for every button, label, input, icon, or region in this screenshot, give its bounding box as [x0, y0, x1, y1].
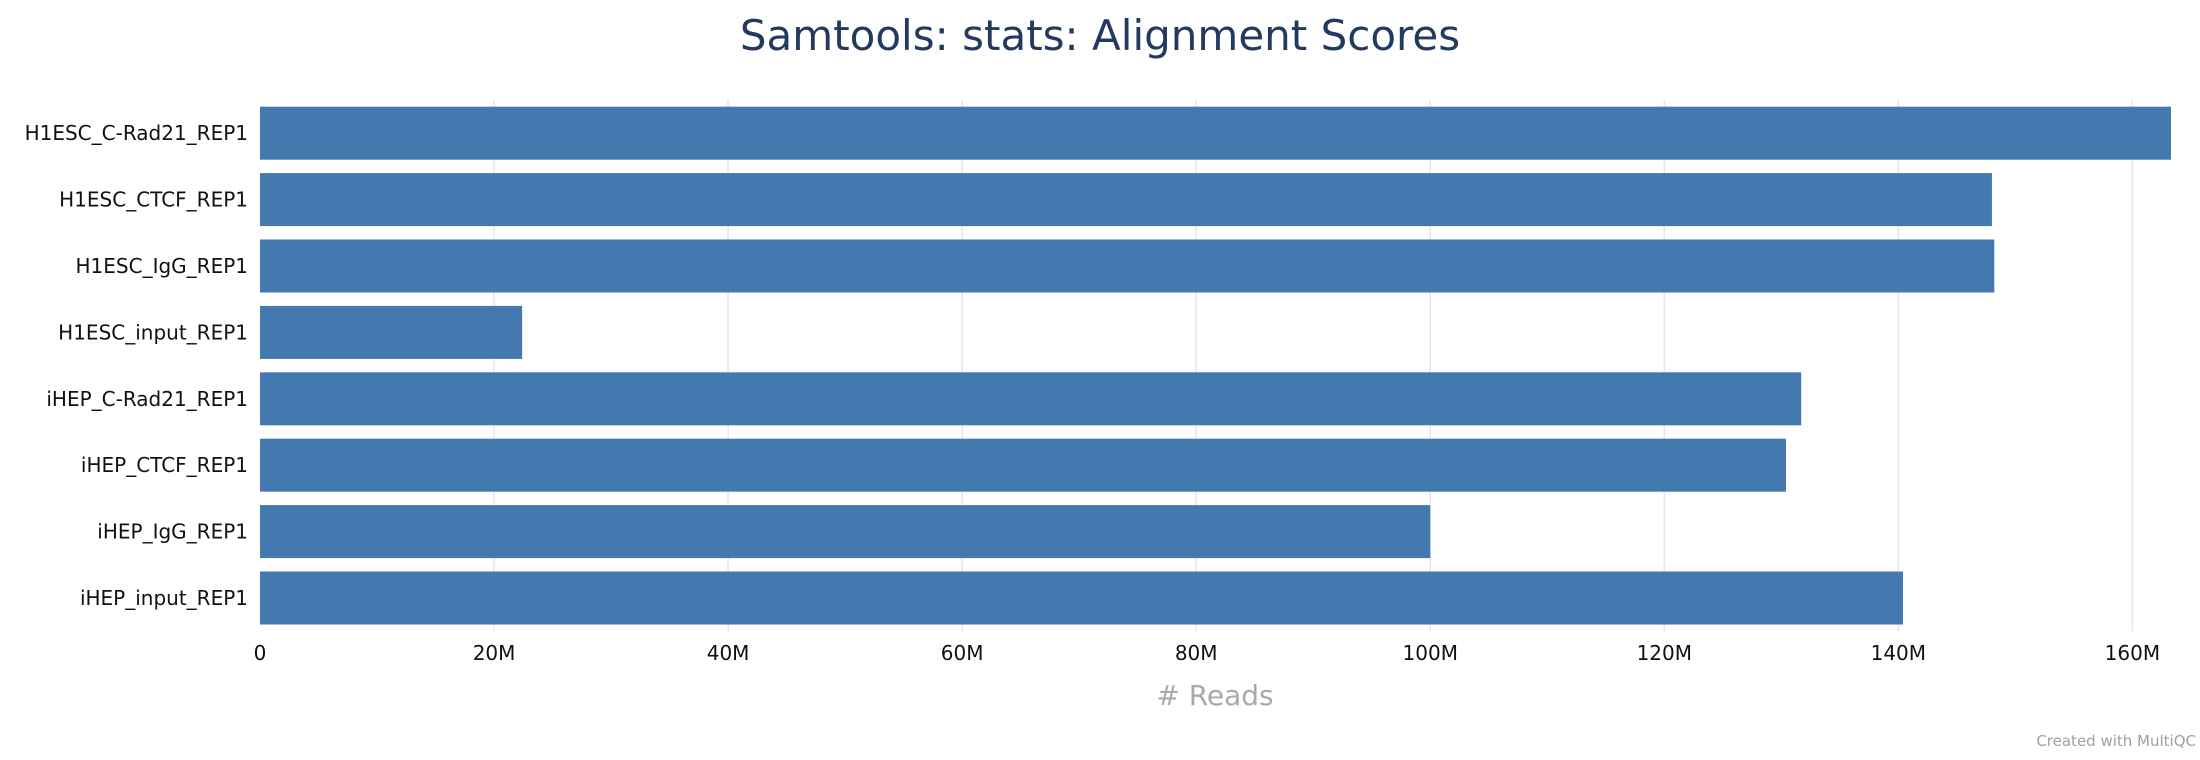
category-label: iHEP_input_REP1	[80, 586, 248, 610]
x-tick-label: 40M	[707, 641, 750, 665]
category-label: iHEP_IgG_REP1	[97, 520, 248, 544]
category-label: iHEP_C-Rad21_REP1	[46, 387, 248, 411]
x-tick-label: 60M	[941, 641, 984, 665]
bar[interactable]	[260, 438, 1786, 492]
bar[interactable]	[260, 505, 1431, 559]
bar[interactable]	[260, 305, 523, 359]
category-label: iHEP_CTCF_REP1	[81, 453, 248, 477]
x-tick-label: 160M	[2105, 641, 2160, 665]
category-label: H1ESC_input_REP1	[58, 320, 248, 344]
x-tick-label: 0	[254, 641, 267, 665]
multiqc-credit: Created with MultiQC	[2036, 732, 2196, 750]
chart-title: Samtools: stats: Alignment Scores	[740, 11, 1460, 60]
bar[interactable]	[260, 173, 1992, 227]
x-tick-label: 20M	[473, 641, 516, 665]
x-tick-label: 140M	[1871, 641, 1926, 665]
x-tick-label: 80M	[1175, 641, 1218, 665]
category-label: H1ESC_CTCF_REP1	[59, 188, 248, 212]
bar[interactable]	[260, 372, 1802, 426]
bar[interactable]	[260, 106, 2171, 160]
x-axis-ticks: 0 20M 40M 60M 80M 100M 120M 140M 160M	[254, 641, 2160, 665]
category-label: H1ESC_IgG_REP1	[76, 254, 248, 278]
bar[interactable]	[260, 571, 1904, 625]
bars	[260, 106, 2171, 625]
x-tick-label: 120M	[1637, 641, 1692, 665]
bar[interactable]	[260, 239, 1995, 293]
category-labels: H1ESC_C-Rad21_REP1 H1ESC_CTCF_REP1 H1ESC_I…	[25, 121, 248, 610]
x-axis-title: # Reads	[1156, 679, 1273, 712]
x-tick-label: 100M	[1403, 641, 1458, 665]
category-label: H1ESC_C-Rad21_REP1	[25, 121, 248, 145]
